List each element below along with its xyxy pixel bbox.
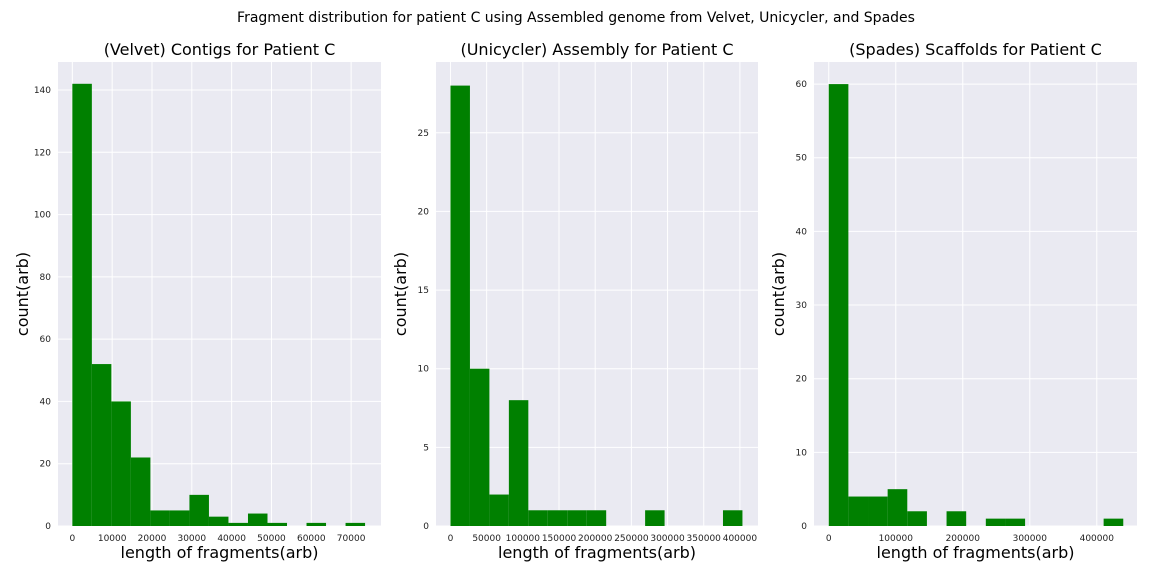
chart-panel-2: 0 100000 200000 300000 400000 0 10 20 30 40 50 60 (S… — [769, 40, 1137, 562]
y-tick-label: 40 — [796, 227, 808, 237]
chart-panel-0: 0 10000 20000 30000 40000 50000 60000 70000 0 20 4… — [13, 40, 381, 562]
chart-title: (Velvet) Contigs for Patient C — [104, 40, 336, 59]
histogram-bar — [907, 511, 927, 526]
y-tick-label: 5 — [423, 443, 429, 453]
x-tick-label: 50000 — [257, 534, 286, 544]
x-tick-label: 20000 — [138, 534, 167, 544]
histogram-bar — [528, 510, 548, 526]
histogram-bar — [489, 494, 509, 526]
x-tick-label: 300000 — [650, 534, 685, 544]
x-tick-label: 100000 — [506, 534, 541, 544]
x-tick-label: 100000 — [879, 534, 914, 544]
y-tick-label: 20 — [418, 207, 430, 217]
x-axis-label: length of fragments(arb) — [498, 543, 696, 562]
y-tick-label: 10 — [796, 448, 808, 458]
y-tick-label: 60 — [796, 80, 808, 90]
y-axis-label: count(arb) — [391, 252, 410, 336]
histogram-bar — [72, 83, 92, 527]
y-tick-label: 30 — [796, 301, 808, 311]
x-tick-label: 400000 — [1080, 534, 1115, 544]
histogram-bar — [508, 400, 529, 526]
histogram-bar — [469, 368, 490, 526]
y-tick-label: 0 — [45, 522, 51, 532]
chart-title: (Spades) Scaffolds for Patient C — [849, 40, 1102, 59]
plot-area — [436, 62, 758, 526]
plot-area — [814, 62, 1137, 526]
histogram-bar — [547, 510, 568, 526]
x-tick-label: 70000 — [337, 534, 366, 544]
histogram-bar — [848, 496, 869, 526]
y-tick-label: 100 — [34, 211, 51, 221]
x-tick-label: 150000 — [542, 534, 577, 544]
y-axis-label: count(arb) — [13, 252, 32, 336]
histogram-bar — [150, 510, 170, 526]
histogram-bar — [586, 510, 607, 526]
histogram-bar — [567, 510, 587, 526]
x-tick-label: 200000 — [578, 534, 613, 544]
y-tick-label: 0 — [801, 522, 807, 532]
x-tick-label: 60000 — [297, 534, 326, 544]
histogram-bar — [247, 513, 268, 526]
histogram-bar — [645, 510, 665, 526]
histogram-bar — [722, 510, 743, 526]
x-tick-label: 400000 — [723, 534, 758, 544]
chart-title: (Unicycler) Assembly for Patient C — [460, 40, 733, 59]
histogram-bar — [267, 522, 288, 526]
histogram-bar — [828, 84, 849, 526]
histogram-bar — [985, 518, 1006, 526]
histogram-bar — [111, 401, 131, 526]
y-tick-label: 25 — [418, 129, 429, 139]
y-tick-label: 15 — [418, 286, 429, 296]
histogram-bar — [208, 516, 229, 526]
x-tick-label: 40000 — [217, 534, 246, 544]
x-tick-label: 350000 — [687, 534, 722, 544]
histogram-bar — [228, 522, 248, 526]
y-tick-label: 50 — [796, 154, 808, 164]
x-tick-label: 10000 — [98, 534, 127, 544]
histogram-bar — [91, 364, 112, 526]
y-tick-label: 40 — [40, 397, 52, 407]
x-tick-label: 250000 — [614, 534, 649, 544]
x-axis-label: length of fragments(arb) — [121, 543, 319, 562]
y-tick-label: 20 — [796, 375, 808, 385]
x-tick-label: 300000 — [1013, 534, 1048, 544]
y-tick-label: 10 — [418, 365, 430, 375]
y-tick-label: 80 — [40, 273, 52, 283]
histogram-bar — [1005, 518, 1026, 526]
histogram-bar — [345, 522, 366, 526]
x-tick-label: 0 — [826, 534, 832, 544]
x-tick-label: 200000 — [946, 534, 981, 544]
y-tick-label: 20 — [40, 460, 52, 470]
x-tick-label: 0 — [69, 534, 75, 544]
x-tick-label: 0 — [448, 534, 454, 544]
y-tick-label: 0 — [423, 522, 429, 532]
histogram-bar — [169, 510, 190, 526]
histogram-bar — [946, 511, 967, 526]
chart-panel-1: 0 50000 100000 150000 200000 250000 300000 3500… — [391, 40, 758, 562]
histogram-bar — [887, 489, 908, 526]
x-tick-label: 50000 — [472, 534, 501, 544]
y-tick-label: 120 — [34, 148, 51, 158]
histogram-bar — [306, 522, 327, 526]
x-axis-label: length of fragments(arb) — [877, 543, 1075, 562]
histogram-bar — [130, 457, 151, 526]
y-tick-label: 60 — [40, 335, 52, 345]
histogram-bar — [450, 85, 470, 526]
histogram-bar — [868, 496, 888, 526]
figure-suptitle: Fragment distribution for patient C usin… — [237, 10, 915, 26]
histogram-bar — [189, 494, 209, 526]
histogram-bar — [1103, 518, 1124, 526]
y-axis-label: count(arb) — [769, 252, 788, 336]
y-tick-label: 140 — [34, 86, 51, 96]
x-tick-label: 30000 — [177, 534, 206, 544]
